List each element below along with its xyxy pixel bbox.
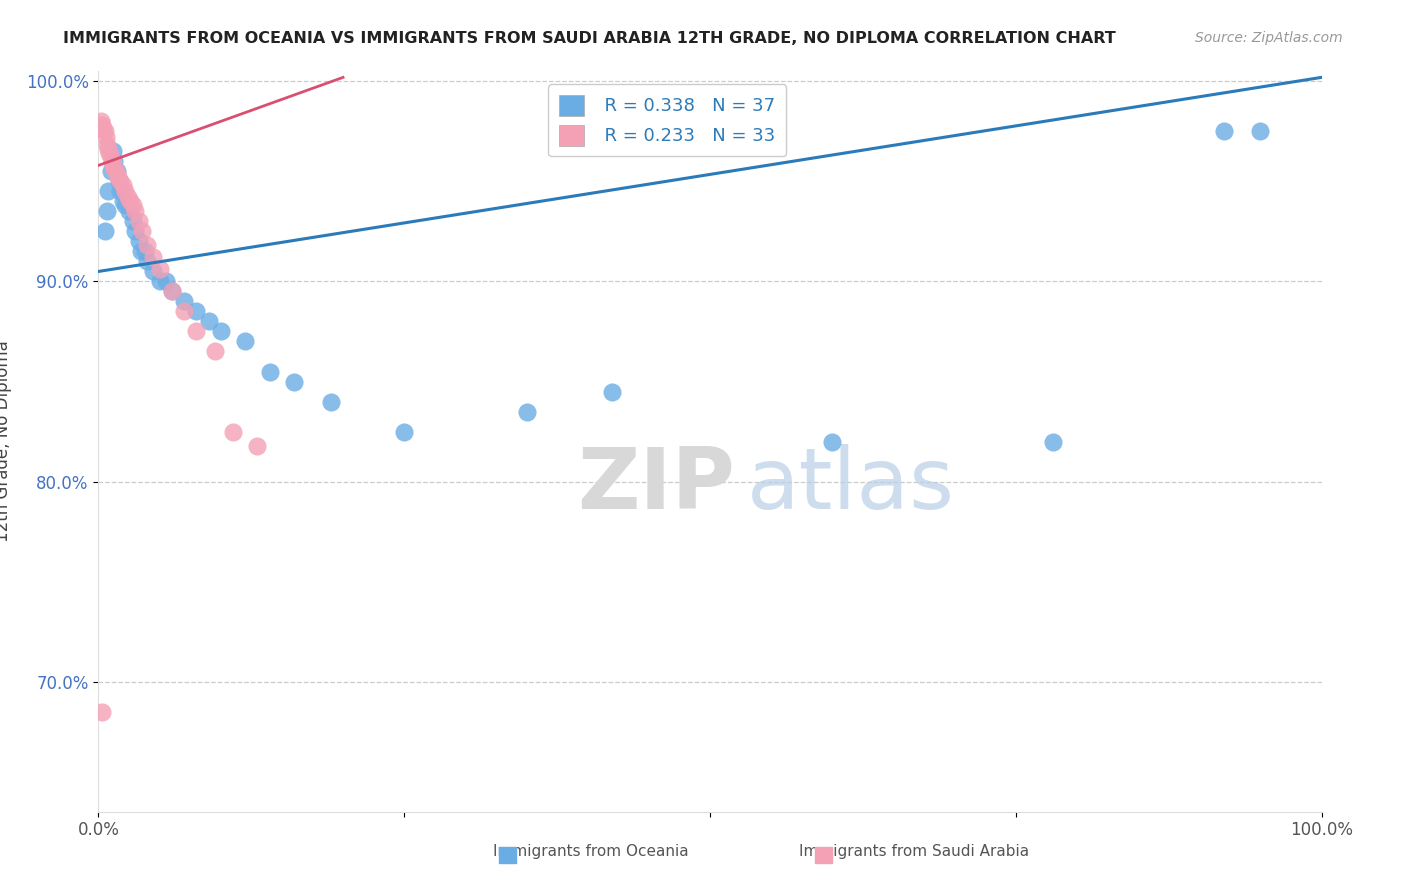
- Point: [1249, 124, 1271, 138]
- Point: [103, 154, 125, 169]
- Point: [136, 238, 159, 252]
- Point: [118, 204, 141, 219]
- Point: [186, 325, 208, 339]
- Point: [515, 404, 537, 418]
- Point: [209, 325, 232, 339]
- Point: [107, 170, 129, 185]
- Text: ZIP: ZIP: [576, 444, 734, 527]
- Point: [93, 124, 115, 138]
- Point: [124, 204, 146, 219]
- Point: [319, 394, 342, 409]
- Point: [392, 425, 416, 439]
- Text: atlas: atlas: [747, 444, 955, 527]
- Point: [97, 142, 120, 156]
- Point: [173, 304, 195, 318]
- Point: [101, 158, 124, 172]
- Point: [110, 185, 132, 199]
- Point: [134, 244, 156, 259]
- Point: [124, 224, 146, 238]
- Point: [96, 138, 118, 153]
- Point: [155, 275, 177, 289]
- Point: [93, 224, 115, 238]
- Point: [114, 185, 136, 199]
- Point: [121, 214, 143, 228]
- Point: [160, 285, 183, 299]
- Point: [142, 251, 165, 265]
- Text: Source: ZipAtlas.com: Source: ZipAtlas.com: [1195, 31, 1343, 45]
- Point: [105, 164, 128, 178]
- Text: IMMIGRANTS FROM OCEANIA VS IMMIGRANTS FROM SAUDI ARABIA 12TH GRADE, NO DIPLOMA C: IMMIGRANTS FROM OCEANIA VS IMMIGRANTS FR…: [63, 31, 1116, 46]
- Legend:   R = 0.338   N = 37,   R = 0.233   N = 33: R = 0.338 N = 37, R = 0.233 N = 33: [548, 84, 786, 156]
- Point: [129, 244, 152, 259]
- Point: [108, 174, 131, 188]
- Point: [160, 285, 183, 299]
- Point: [222, 425, 245, 439]
- Point: [91, 122, 114, 136]
- Point: [246, 438, 269, 452]
- Point: [111, 178, 134, 193]
- Point: [98, 146, 121, 161]
- Point: [100, 164, 122, 178]
- Y-axis label: 12th Grade, No Diploma: 12th Grade, No Diploma: [0, 341, 11, 542]
- Point: [114, 198, 136, 212]
- Point: [600, 384, 623, 399]
- Point: [101, 154, 124, 169]
- Point: [120, 194, 142, 209]
- Point: [149, 262, 172, 277]
- Point: [121, 198, 143, 212]
- Point: [103, 162, 125, 177]
- Text: Immigrants from Saudi Arabia: Immigrants from Saudi Arabia: [799, 845, 1029, 859]
- Point: [105, 166, 128, 180]
- Point: [117, 190, 139, 204]
- Point: [1212, 124, 1234, 138]
- Point: [173, 294, 195, 309]
- Point: [149, 275, 172, 289]
- Point: [186, 304, 208, 318]
- Point: [128, 214, 150, 228]
- Point: [110, 174, 132, 188]
- Point: [283, 375, 305, 389]
- Point: [100, 150, 122, 164]
- Point: [94, 130, 117, 145]
- Point: [136, 254, 159, 268]
- Point: [197, 314, 219, 328]
- Point: [91, 119, 114, 133]
- Point: [111, 194, 134, 209]
- Point: [233, 334, 256, 349]
- Point: [97, 185, 120, 199]
- Point: [131, 224, 153, 238]
- Point: [90, 114, 112, 128]
- Point: [128, 235, 150, 249]
- Point: [142, 264, 165, 278]
- Point: [204, 344, 226, 359]
- Point: [1042, 434, 1064, 449]
- Point: [91, 705, 114, 719]
- Point: [259, 364, 281, 378]
- Point: [821, 434, 844, 449]
- Text: Immigrants from Oceania: Immigrants from Oceania: [492, 845, 689, 859]
- Point: [96, 204, 118, 219]
- Point: [101, 145, 124, 159]
